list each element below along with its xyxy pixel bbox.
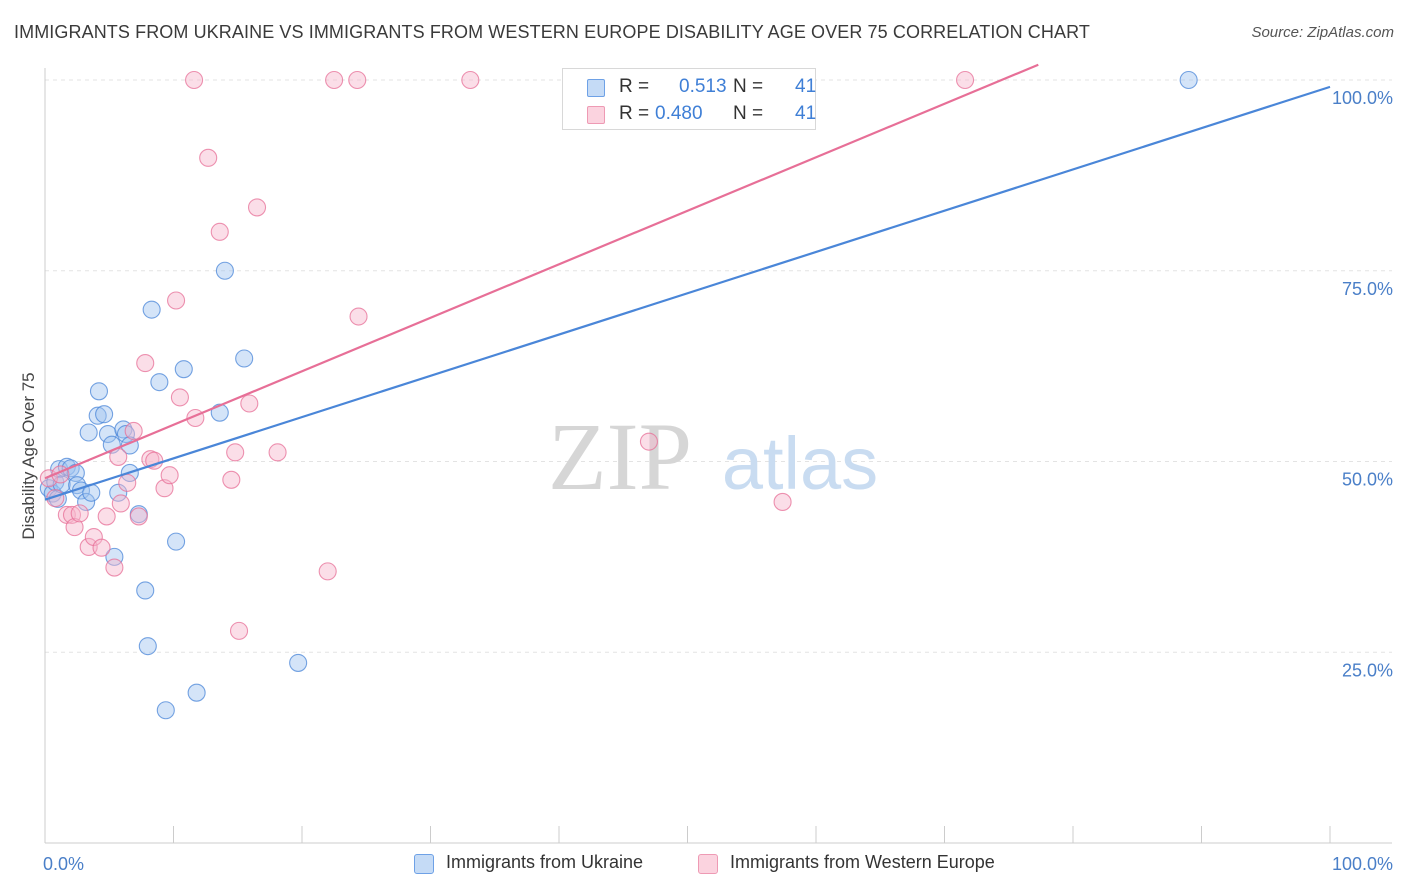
point-western-europe[interactable] — [118, 473, 137, 492]
series-legend: Immigrants from Ukraine Immigrants from … — [0, 852, 1406, 878]
point-western-europe[interactable] — [65, 518, 84, 537]
point-western-europe[interactable] — [92, 538, 111, 557]
y-axis-title: Disability Age Over 75 — [19, 372, 38, 539]
point-western-europe[interactable] — [185, 70, 204, 90]
point-western-europe[interactable] — [240, 394, 259, 413]
point-ukraine[interactable] — [77, 492, 96, 511]
point-ukraine[interactable] — [89, 382, 109, 401]
series-swatch-ukraine — [414, 854, 434, 874]
point-western-europe[interactable] — [170, 388, 189, 407]
point-western-europe[interactable] — [129, 507, 148, 526]
x-tick-label: 100.0% — [1332, 854, 1393, 874]
series-swatch-western-europe — [698, 854, 718, 874]
point-western-europe[interactable] — [318, 562, 337, 581]
trendline-western-europe — [44, 63, 1039, 480]
y-tick-label: 100.0% — [1332, 88, 1393, 108]
point-ukraine[interactable] — [167, 532, 186, 551]
point-western-europe[interactable] — [105, 558, 124, 577]
point-ukraine[interactable] — [187, 683, 206, 702]
legend-r-value-ukraine: 0.513 — [679, 76, 727, 97]
point-western-europe[interactable] — [160, 466, 179, 485]
point-ukraine[interactable] — [109, 483, 128, 502]
point-western-europe[interactable] — [79, 537, 98, 557]
point-ukraine[interactable] — [95, 405, 114, 424]
point-western-europe[interactable] — [229, 621, 249, 640]
point-ukraine[interactable] — [105, 547, 124, 566]
watermark-atlas: atlas — [722, 422, 878, 505]
watermark-zip: ZIP — [548, 403, 692, 510]
point-ukraine[interactable] — [156, 701, 175, 720]
point-ukraine[interactable] — [138, 637, 157, 656]
point-western-europe[interactable] — [199, 148, 218, 167]
legend-n-label: N = — [733, 103, 764, 124]
point-western-europe[interactable] — [349, 307, 368, 326]
legend-r-label: R = — [619, 103, 650, 124]
point-ukraine[interactable] — [174, 360, 193, 379]
y-tick-label: 25.0% — [1342, 660, 1393, 680]
point-western-europe[interactable] — [325, 70, 344, 90]
point-western-europe[interactable] — [639, 432, 659, 451]
legend-r-value-western-europe: 0.480 — [655, 103, 703, 124]
point-ukraine[interactable] — [1179, 70, 1198, 90]
point-ukraine[interactable] — [79, 423, 98, 442]
point-ukraine[interactable] — [289, 653, 308, 672]
point-ukraine[interactable] — [215, 261, 234, 280]
watermark: ZIP atlas — [548, 403, 878, 510]
point-western-europe[interactable] — [210, 222, 229, 241]
stats-legend: R = 0.513 N = 41 R = 0.480 N = 41 — [562, 68, 816, 130]
point-western-europe[interactable] — [124, 421, 143, 441]
point-western-europe[interactable] — [111, 494, 130, 513]
point-western-europe[interactable] — [773, 492, 792, 511]
trendline-ukraine — [44, 85, 1331, 501]
point-western-europe[interactable] — [97, 507, 116, 526]
point-western-europe[interactable] — [70, 504, 89, 523]
point-western-europe[interactable] — [167, 291, 186, 310]
point-ukraine[interactable] — [136, 581, 155, 600]
point-ukraine[interactable] — [142, 300, 161, 319]
y-tick-label: 50.0% — [1342, 470, 1393, 490]
axes — [44, 68, 1392, 844]
point-ukraine[interactable] — [235, 349, 254, 368]
point-western-europe[interactable] — [348, 70, 367, 90]
grid-lines — [45, 79, 1392, 653]
point-western-europe[interactable] — [461, 70, 480, 90]
point-western-europe[interactable] — [268, 443, 287, 462]
source-credit: Source: ZipAtlas.com — [1251, 24, 1394, 41]
legend-swatch-western-europe — [587, 106, 605, 124]
series-label-western-europe: Immigrants from Western Europe — [730, 852, 995, 872]
legend-r-label: R = — [619, 76, 650, 97]
point-western-europe[interactable] — [956, 70, 975, 90]
point-western-europe[interactable] — [226, 443, 245, 462]
legend-n-label: N = — [733, 76, 764, 97]
chart-title: IMMIGRANTS FROM UKRAINE VS IMMIGRANTS FR… — [14, 22, 1090, 42]
y-tick-label: 75.0% — [1342, 279, 1393, 299]
point-ukraine[interactable] — [150, 373, 169, 392]
point-western-europe[interactable] — [136, 354, 155, 373]
point-ukraine[interactable] — [88, 406, 107, 425]
legend-n-value-ukraine: 41 — [795, 76, 817, 97]
point-western-europe[interactable] — [222, 470, 241, 489]
series-label-ukraine: Immigrants from Ukraine — [446, 852, 644, 872]
legend-n-value-western-europe: 41 — [795, 103, 817, 124]
x-tick-label: 0.0% — [43, 854, 84, 874]
legend-swatch-ukraine — [587, 79, 605, 97]
point-western-europe[interactable] — [247, 198, 267, 217]
